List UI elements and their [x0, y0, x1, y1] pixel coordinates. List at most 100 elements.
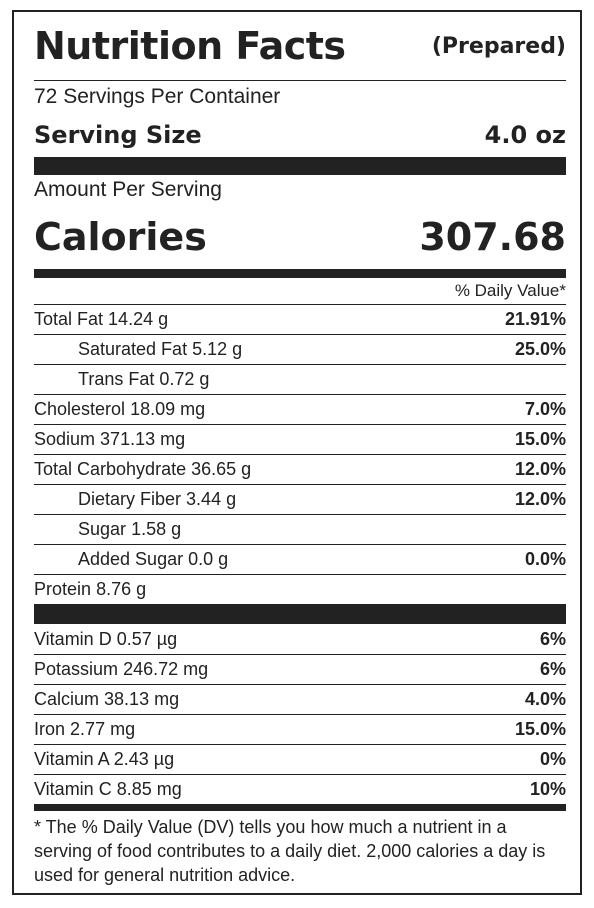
nutrient-row: Calcium 38.13 mg 4.0% [34, 684, 566, 714]
nutrient-row: Vitamin A 2.43 µg 0% [34, 744, 566, 774]
title-note: (Prepared) [431, 33, 566, 59]
nutrient-row: Potassium 246.72 mg 6% [34, 654, 566, 684]
daily-value: 15.0% [514, 719, 566, 739]
nutrient: Potassium 246.72 mg [34, 659, 208, 680]
nutrient-name: Saturated Fat [78, 339, 188, 359]
nutrient-amount: 1.58 g [131, 519, 182, 539]
nutrient-amount: 36.65 g [191, 459, 252, 479]
nutrient-name: Dietary Fiber [78, 489, 182, 509]
nutrient: Sodium 371.13 mg [34, 429, 185, 450]
nutrient-name: Added Sugar [78, 549, 184, 569]
amount-text: Amount Per Serving [34, 178, 222, 201]
daily-value: 21.91% [504, 309, 566, 329]
nutrient-row: Added Sugar 0.0 g 0.0% [34, 544, 566, 574]
nutrient-amount: 0.0 g [188, 549, 229, 569]
nutrient-row: Iron 2.77 mg 15.0% [34, 714, 566, 744]
nutrient-name: Sugar [78, 519, 127, 539]
nutrient-name: Sodium [34, 429, 96, 449]
serving-size-value: 4.0 oz [484, 121, 566, 149]
nutrient: Added Sugar 0.0 g [34, 549, 228, 570]
nutrient: Iron 2.77 mg [34, 719, 135, 740]
daily-value: 4.0% [524, 689, 566, 709]
nutrient-amount: 246.72 mg [123, 659, 209, 679]
divider [34, 269, 566, 277]
servings-text: 72 Servings Per Container [34, 85, 281, 108]
nutrient-amount: 2.43 µg [113, 749, 175, 769]
nutrient-row: Cholesterol 18.09 mg 7.0% [34, 394, 566, 424]
nutrition-label: Nutrition Facts (Prepared) 72 Servings P… [12, 10, 582, 895]
nutrient-row: Total Carbohydrate 36.65 g 12.0% [34, 454, 566, 484]
nutrient-name: Trans Fat [78, 369, 155, 389]
nutrient-row: Protein 8.76 g [34, 574, 566, 604]
daily-value: 6% [539, 659, 566, 679]
nutrient-name: Potassium [34, 659, 119, 679]
title: Nutrition Facts [34, 24, 346, 68]
daily-value: 6% [539, 628, 566, 649]
nutrient-row: Dietary Fiber 3.44 g 12.0% [34, 484, 566, 514]
nutrient: Total Carbohydrate 36.65 g [34, 459, 251, 480]
nutrient-row: Sodium 371.13 mg 15.0% [34, 424, 566, 454]
daily-value: 0.0% [524, 549, 566, 569]
nutrient-name: Total Carbohydrate [34, 459, 187, 479]
amount-per-serving: Amount Per Serving [34, 175, 566, 205]
nutrient-row: Saturated Fat 5.12 g 25.0% [34, 334, 566, 364]
daily-value: 25.0% [514, 339, 566, 359]
nutrient-row: Vitamin C 8.85 mg 10% [34, 774, 566, 804]
nutrient-amount: 5.12 g [192, 339, 243, 359]
divider [34, 157, 566, 175]
calories-value: 307.68 [419, 215, 566, 259]
nutrient: Vitamin C 8.85 mg [34, 779, 182, 800]
nutrient-amount: 3.44 g [186, 489, 237, 509]
nutrient-amount: 0.72 g [159, 369, 210, 389]
daily-value: 10% [529, 779, 566, 799]
nutrient-amount: 14.24 g [108, 309, 169, 329]
divider [34, 804, 566, 811]
nutrient-name: Vitamin A [34, 749, 109, 769]
nutrient-row: Total Fat 14.24 g 21.91% [34, 304, 566, 334]
daily-value: 0% [539, 749, 566, 769]
nutrient-list: Total Fat 14.24 g 21.91% Saturated Fat 5.1… [34, 304, 566, 604]
nutrient-row: Sugar 1.58 g [34, 514, 566, 544]
serving-size: Serving Size 4.0 oz [34, 113, 566, 157]
nutrient-name: Calcium [34, 689, 100, 709]
calories: Calories 307.68 [34, 205, 566, 269]
nutrient-amount: 2.77 mg [70, 719, 136, 739]
nutrient-amount: 8.76 g [96, 579, 147, 599]
nutrient-name: Vitamin D [34, 628, 112, 649]
nutrient-name: Total Fat [34, 309, 104, 329]
nutrient-amount: 38.13 mg [104, 689, 180, 709]
nutrient: Dietary Fiber 3.44 g [34, 489, 236, 510]
dv-header: % Daily Value* [34, 277, 566, 304]
footnote: * The % Daily Value (DV) tells you how m… [34, 817, 546, 885]
nutrient: Protein 8.76 g [34, 579, 146, 600]
nutrient: Calcium 38.13 mg [34, 689, 179, 710]
header: Nutrition Facts (Prepared) [34, 12, 566, 81]
daily-value: 7.0% [524, 399, 566, 419]
nutrient-amount: 371.13 mg [100, 429, 186, 449]
divider [34, 604, 566, 624]
nutrient-name: Cholesterol [34, 399, 126, 419]
nutrient: Cholesterol 18.09 mg [34, 399, 205, 420]
vitamin-list: Vitamin D 0.57 µg 6% Potassium 246.72 mg 6%… [34, 624, 566, 804]
nutrient-amount: 8.85 mg [116, 779, 182, 799]
daily-value: 12.0% [514, 489, 566, 509]
nutrient-amount: 0.57 µg [116, 628, 178, 649]
servings: 72 Servings Per Container [34, 81, 566, 113]
nutrient-row: Trans Fat 0.72 g [34, 364, 566, 394]
daily-value: 12.0% [514, 459, 566, 479]
nutrient: Vitamin A 2.43 µg [34, 749, 174, 770]
dv-header-text: % Daily Value* [454, 281, 566, 300]
nutrient-name: Iron [34, 719, 66, 739]
nutrient: Total Fat 14.24 g [34, 309, 168, 330]
serving-size-label: Serving Size [34, 121, 202, 149]
nutrient-row: Vitamin D 0.57 µg 6% [34, 624, 566, 654]
daily-value: 15.0% [514, 429, 566, 449]
nutrient: Trans Fat 0.72 g [34, 369, 209, 390]
nutrient: Vitamin D 0.57 µg [34, 629, 177, 650]
calories-label: Calories [34, 215, 207, 259]
nutrient-name: Vitamin C [34, 779, 112, 799]
nutrient-amount: 18.09 mg [130, 399, 206, 419]
nutrient: Saturated Fat 5.12 g [34, 339, 242, 360]
nutrient: Sugar 1.58 g [34, 519, 181, 540]
nutrient-name: Protein [34, 579, 92, 599]
